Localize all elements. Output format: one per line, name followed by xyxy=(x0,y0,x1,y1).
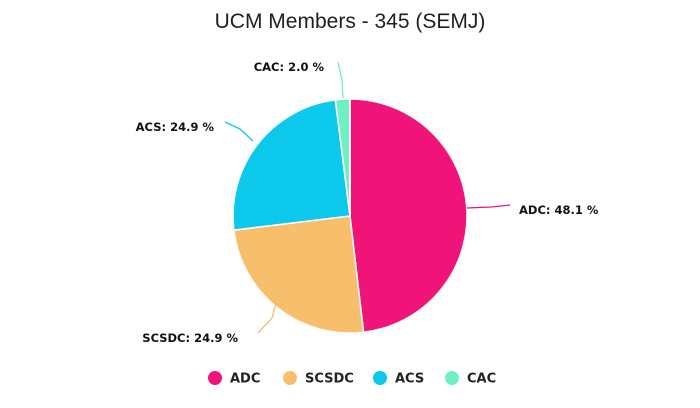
slices-layer xyxy=(232,98,468,334)
legend-item-cac[interactable]: CAC xyxy=(445,371,496,387)
pie-slice-acs xyxy=(232,99,351,231)
chart-title: UCM Members - 345 (SEMJ) xyxy=(215,10,486,33)
leader-line-adc xyxy=(466,204,511,209)
legend-item-scsdc[interactable]: SCSDC xyxy=(283,371,354,387)
slice-labels: ADC: 48.1 % SCSDC: 24.9 % ACS: 24.9 % CAC: … xyxy=(136,60,599,345)
legend-label-acs: ACS xyxy=(395,372,424,387)
leader-line-acs xyxy=(224,121,254,142)
legend-item-acs[interactable]: ACS xyxy=(373,371,424,387)
legend-label-cac: CAC xyxy=(467,372,496,387)
leader-line-cac xyxy=(337,61,344,99)
legend-label-scsdc: SCSDC xyxy=(305,372,354,387)
pie-slice-adc xyxy=(349,98,468,334)
legend-swatch-acs xyxy=(373,371,387,385)
legend-item-adc[interactable]: ADC xyxy=(208,371,260,387)
legend: ADC SCSDC ACS CAC xyxy=(208,371,496,387)
legend-swatch-scsdc xyxy=(283,371,297,385)
slice-label-acs: ACS: 24.9 % xyxy=(136,120,215,134)
slice-label-adc: ADC: 48.1 % xyxy=(519,203,599,217)
pie-slice-cac xyxy=(334,98,351,217)
legend-label-adc: ADC xyxy=(230,372,260,387)
leader-lines xyxy=(224,61,511,334)
pie-slice-scsdc xyxy=(233,215,365,334)
legend-swatch-cac xyxy=(445,371,459,385)
leader-line-scsdc xyxy=(257,302,277,334)
legend-swatch-adc xyxy=(208,371,222,385)
slice-label-scsdc: SCSDC: 24.9 % xyxy=(142,331,238,345)
slice-label-cac: CAC: 2.0 % xyxy=(254,60,325,74)
